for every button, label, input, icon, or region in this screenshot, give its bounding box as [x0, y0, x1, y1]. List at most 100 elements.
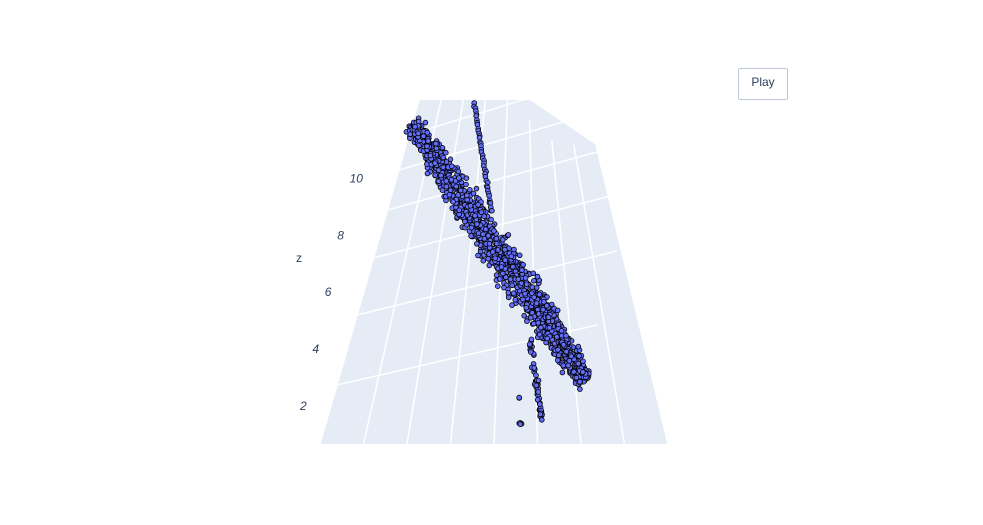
data-point [507, 276, 514, 283]
data-point [491, 228, 497, 234]
data-point [533, 300, 540, 306]
data-point [528, 290, 535, 297]
data-point [533, 372, 539, 379]
data-point [576, 353, 582, 359]
data-point [516, 252, 523, 259]
data-point [555, 346, 561, 353]
data-point [515, 276, 522, 283]
data-point [509, 302, 515, 308]
data-point [407, 131, 414, 138]
data-point [443, 178, 450, 184]
data-point [493, 272, 500, 278]
data-point [554, 307, 561, 314]
data-point [440, 154, 447, 161]
data-point [493, 235, 500, 242]
data-point [497, 276, 503, 282]
data-point [480, 257, 487, 264]
data-point [492, 255, 499, 262]
data-point [558, 327, 565, 334]
data-point [571, 369, 577, 375]
data-point [456, 207, 463, 214]
data-point [535, 320, 541, 326]
data-point [505, 232, 512, 238]
data-point [510, 263, 516, 270]
data-point [482, 226, 489, 233]
data-point [534, 396, 541, 403]
z-tick-labels: 2 4 6 8 10 [299, 171, 363, 412]
data-point [474, 221, 480, 227]
z-axis-title: z [296, 251, 302, 265]
data-point [415, 118, 422, 125]
data-point [489, 207, 495, 214]
data-point [531, 365, 537, 371]
data-point [489, 249, 496, 255]
data-point [516, 394, 522, 401]
data-point [531, 294, 537, 301]
data-point [545, 314, 552, 321]
data-point [470, 190, 477, 197]
data-point [494, 283, 501, 290]
data-point [502, 246, 508, 253]
data-point [524, 318, 530, 325]
grid-line [449, 99, 487, 445]
data-point [499, 270, 506, 277]
data-point [424, 129, 431, 136]
data-point [560, 341, 567, 348]
data-point [439, 187, 446, 194]
data-point [433, 140, 439, 147]
data-point [508, 253, 515, 260]
data-point [522, 275, 529, 281]
data-point [415, 130, 422, 137]
z-tick-label: 10 [350, 171, 364, 185]
data-point [521, 312, 527, 319]
data-point [438, 172, 444, 179]
grid-line [356, 250, 618, 316]
data-point [575, 343, 582, 350]
grid-line [573, 144, 626, 445]
z-tick-label: 8 [337, 228, 344, 242]
data-point [442, 149, 449, 156]
data-point [528, 336, 535, 343]
data-point [468, 233, 474, 239]
data-point [447, 156, 454, 163]
data-point [536, 331, 543, 338]
z-tick-label: 2 [299, 399, 307, 413]
grid-line [373, 189, 634, 259]
data-point [535, 311, 542, 317]
data-point [523, 304, 530, 311]
data-point [517, 421, 524, 428]
data-point [440, 164, 447, 171]
grid-line [595, 144, 669, 445]
data-point [555, 352, 562, 359]
data-point [523, 281, 530, 288]
grid-line [406, 99, 464, 445]
data-point [546, 324, 553, 331]
data-point [473, 241, 480, 247]
data-point [505, 294, 512, 301]
data-point [531, 277, 537, 284]
data-point [468, 224, 475, 231]
data-point [512, 296, 519, 303]
data-point [485, 255, 492, 262]
data-point [544, 335, 550, 342]
data-point [563, 332, 569, 339]
data-point [535, 389, 541, 395]
scene-gridlines [319, 54, 670, 445]
data-point [480, 231, 486, 238]
data-point [475, 230, 482, 237]
data-point [559, 369, 566, 376]
play-button[interactable]: Play [738, 68, 788, 100]
data-point [535, 377, 542, 384]
data-point [448, 176, 455, 183]
data-point [537, 411, 544, 418]
data-point [455, 192, 461, 198]
data-point [467, 202, 474, 209]
data-point [573, 374, 580, 381]
data-point [463, 175, 470, 182]
z-tick-label: 6 [325, 285, 332, 299]
data-point [565, 362, 571, 369]
data-point [533, 382, 540, 389]
data-point [518, 280, 525, 287]
data-point [511, 246, 517, 253]
